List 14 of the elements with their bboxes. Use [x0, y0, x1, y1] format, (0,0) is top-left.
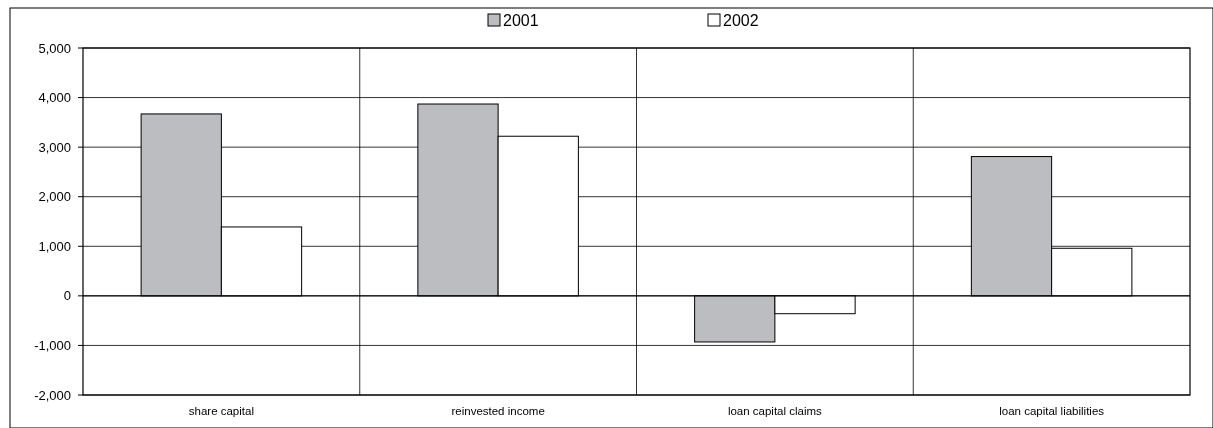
y-tick-label: 1,000 — [38, 238, 71, 254]
y-tick-label: 0 — [63, 288, 71, 304]
y-tick-label: 4,000 — [38, 90, 71, 106]
x-tick-label: loan capital claims — [727, 405, 823, 417]
x-tick-label: share capital — [188, 405, 254, 417]
y-tick-label: 5,000 — [38, 40, 71, 56]
y-tick-label: 3,000 — [38, 139, 71, 155]
y-tick-label: 2,000 — [38, 189, 71, 205]
legend-label: 2002 — [723, 12, 759, 29]
y-tick-label: -1,000 — [34, 337, 71, 353]
x-tick-label: reinvested income — [451, 405, 545, 417]
y-tick-label: -2,000 — [34, 387, 71, 403]
x-tick-label: loan capital liabilities — [999, 405, 1105, 417]
legend-label: 2001 — [503, 12, 539, 29]
